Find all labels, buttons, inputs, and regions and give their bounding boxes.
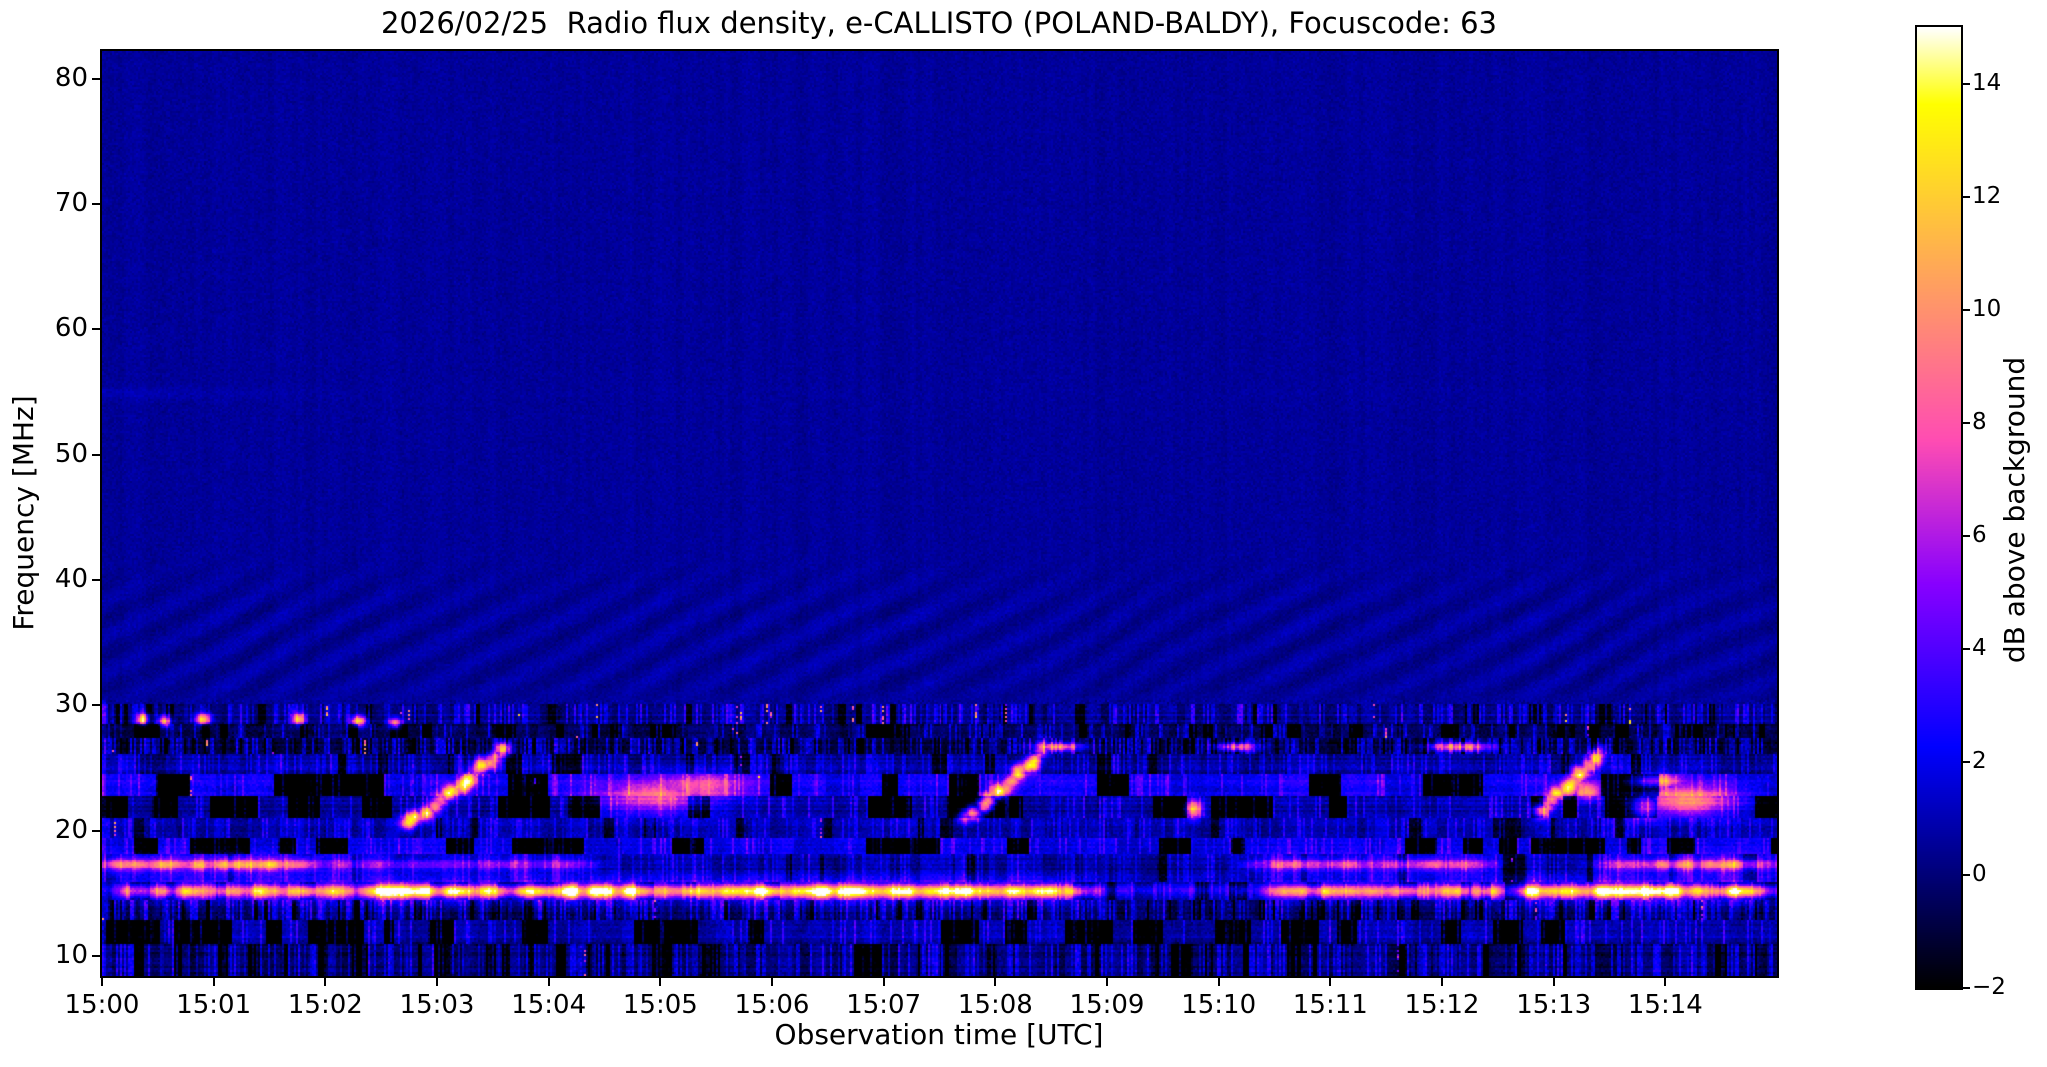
y-tick-label: 80 bbox=[54, 62, 88, 93]
colorbar-tick-mark bbox=[1963, 647, 1970, 650]
x-tick-label: 15:05 bbox=[622, 990, 698, 1020]
y-tick-mark bbox=[92, 704, 100, 707]
x-tick-label: 15:12 bbox=[1404, 990, 1480, 1020]
x-tick-mark bbox=[771, 978, 773, 986]
y-tick-mark bbox=[92, 77, 100, 80]
y-axis-label: Frequency [MHz] bbox=[7, 395, 40, 631]
colorbar-tick-label: 8 bbox=[1972, 408, 1987, 435]
x-tick-mark bbox=[659, 978, 662, 986]
y-tick-label: 50 bbox=[54, 438, 88, 469]
spectrogram-canvas bbox=[102, 51, 1777, 976]
x-tick-label: 15:09 bbox=[1069, 990, 1145, 1020]
x-tick-mark bbox=[994, 978, 997, 986]
y-tick-mark bbox=[92, 328, 100, 331]
x-tick-label: 15:00 bbox=[64, 990, 140, 1020]
colorbar-canvas bbox=[1917, 27, 1961, 988]
chart-title: 2026/02/25 Radio flux density, e-CALLIST… bbox=[380, 6, 1497, 40]
colorbar-tick-label: 10 bbox=[1972, 295, 2002, 322]
x-tick-mark bbox=[1441, 978, 1443, 986]
x-tick-label: 15:14 bbox=[1627, 990, 1703, 1020]
x-tick-label: 15:07 bbox=[846, 990, 922, 1020]
y-tick-mark bbox=[92, 453, 100, 456]
x-tick-mark bbox=[324, 978, 327, 986]
x-tick-label: 15:01 bbox=[176, 990, 252, 1020]
x-tick-label: 15:04 bbox=[511, 990, 587, 1020]
x-tick-mark bbox=[1106, 978, 1108, 986]
x-tick-mark bbox=[1552, 978, 1555, 986]
colorbar-tick-label: 0 bbox=[1972, 860, 1987, 887]
x-tick-label: 15:13 bbox=[1516, 990, 1592, 1020]
x-tick-mark bbox=[101, 978, 103, 986]
colorbar-tick-mark bbox=[1963, 195, 1970, 198]
colorbar-tick-label: 2 bbox=[1972, 747, 1987, 774]
x-tick-label: 15:06 bbox=[734, 990, 810, 1020]
colorbar-tick-mark bbox=[1963, 987, 1970, 989]
colorbar-tick-label: 12 bbox=[1972, 182, 2002, 209]
y-tick-label: 30 bbox=[54, 689, 88, 720]
x-tick-mark bbox=[1217, 978, 1220, 986]
colorbar-tick-label: −2 bbox=[1972, 974, 2006, 1000]
y-tick-label: 60 bbox=[54, 313, 88, 344]
colorbar-tick-mark bbox=[1963, 82, 1970, 85]
y-tick-mark bbox=[92, 202, 100, 205]
x-tick-label: 15:02 bbox=[287, 990, 363, 1020]
y-tick-label: 70 bbox=[54, 187, 88, 218]
y-tick-label: 10 bbox=[54, 939, 88, 970]
colorbar-tick-label: 14 bbox=[1972, 69, 2002, 96]
x-tick-mark bbox=[212, 978, 215, 986]
colorbar-tick-label: 4 bbox=[1972, 634, 1987, 661]
x-tick-label: 15:03 bbox=[399, 990, 475, 1020]
x-tick-label: 15:11 bbox=[1292, 990, 1368, 1020]
colorbar-label: dB above background bbox=[1998, 356, 2031, 664]
x-tick-label: 15:10 bbox=[1181, 990, 1257, 1020]
x-tick-mark bbox=[436, 978, 438, 986]
x-axis-label: Observation time [UTC] bbox=[774, 1018, 1104, 1051]
y-tick-mark bbox=[92, 829, 100, 832]
y-tick-label: 20 bbox=[54, 814, 88, 845]
x-tick-mark bbox=[882, 978, 885, 986]
colorbar-tick-mark bbox=[1963, 873, 1970, 876]
colorbar-tick-mark bbox=[1963, 760, 1970, 763]
y-tick-mark bbox=[92, 954, 100, 957]
colorbar-tick-mark bbox=[1963, 421, 1970, 424]
colorbar-tick-mark bbox=[1963, 534, 1970, 537]
y-tick-label: 40 bbox=[54, 563, 88, 594]
colorbar-tick-label: 6 bbox=[1972, 521, 1987, 548]
x-tick-mark bbox=[1329, 978, 1332, 986]
x-tick-mark bbox=[1664, 978, 1667, 986]
x-tick-mark bbox=[547, 978, 550, 986]
x-tick-label: 15:08 bbox=[957, 990, 1033, 1020]
y-tick-mark bbox=[92, 578, 100, 581]
colorbar-tick-mark bbox=[1963, 308, 1970, 311]
